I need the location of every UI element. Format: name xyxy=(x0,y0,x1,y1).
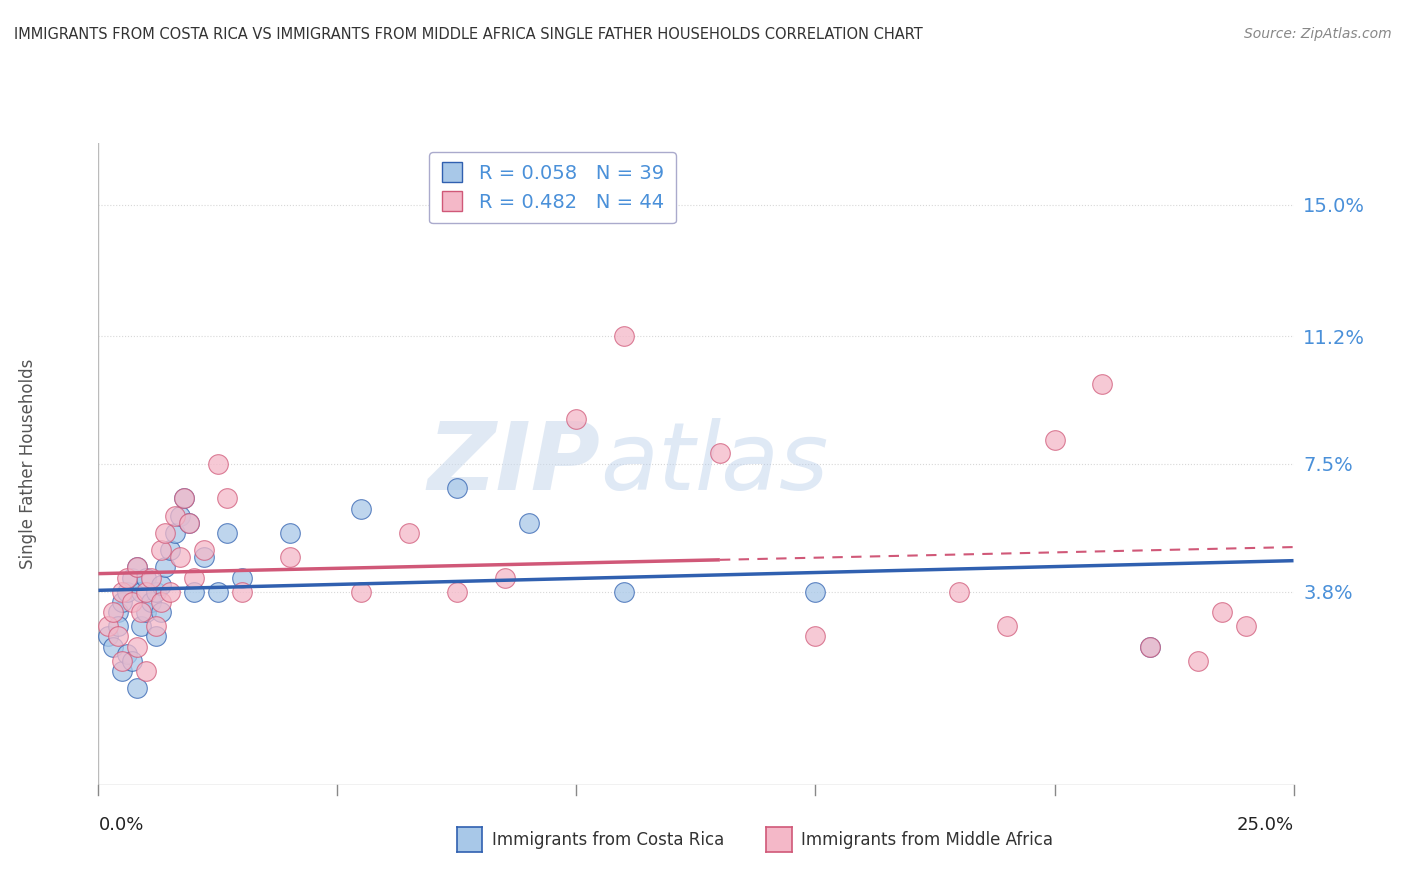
Point xyxy=(111,664,134,678)
Point xyxy=(193,543,215,558)
Point xyxy=(111,584,134,599)
Point xyxy=(101,640,124,654)
Point xyxy=(207,457,229,471)
Point xyxy=(111,654,134,668)
Text: atlas: atlas xyxy=(600,418,828,509)
Point xyxy=(159,543,181,558)
Point xyxy=(804,630,827,644)
Point xyxy=(517,516,540,530)
Text: 25.0%: 25.0% xyxy=(1236,816,1294,834)
Point xyxy=(107,605,129,619)
Point xyxy=(1211,605,1233,619)
Point xyxy=(145,584,167,599)
Point xyxy=(1091,377,1114,392)
Point xyxy=(173,491,195,506)
Point xyxy=(115,647,138,661)
Point xyxy=(125,560,148,574)
Point xyxy=(155,560,177,574)
Point xyxy=(804,584,827,599)
Point xyxy=(139,595,162,609)
Point xyxy=(1234,619,1257,633)
Point xyxy=(145,630,167,644)
Point xyxy=(217,491,239,506)
Text: IMMIGRANTS FROM COSTA RICA VS IMMIGRANTS FROM MIDDLE AFRICA SINGLE FATHER HOUSEH: IMMIGRANTS FROM COSTA RICA VS IMMIGRANTS… xyxy=(14,27,922,42)
Point xyxy=(131,619,153,633)
Point xyxy=(350,501,373,516)
Point xyxy=(145,619,167,633)
Point xyxy=(159,584,181,599)
Point xyxy=(121,654,143,668)
Point xyxy=(231,584,253,599)
Point xyxy=(163,508,186,523)
Point xyxy=(613,329,636,343)
Point xyxy=(398,525,420,540)
Point xyxy=(565,412,588,426)
Point xyxy=(97,619,120,633)
Point xyxy=(111,595,134,609)
Point xyxy=(193,550,215,565)
Point xyxy=(179,516,201,530)
Point xyxy=(97,630,120,644)
Point xyxy=(1139,640,1161,654)
Point xyxy=(155,525,177,540)
Point xyxy=(121,571,143,585)
Point xyxy=(163,525,186,540)
Point xyxy=(125,560,148,574)
Point xyxy=(149,543,172,558)
Point xyxy=(948,584,970,599)
Point xyxy=(149,605,172,619)
Text: ZIP: ZIP xyxy=(427,417,600,510)
Point xyxy=(135,605,157,619)
Point xyxy=(149,577,172,591)
Point xyxy=(107,630,129,644)
Point xyxy=(173,491,195,506)
Text: Single Father Households: Single Father Households xyxy=(20,359,37,569)
Point xyxy=(125,681,148,696)
Point xyxy=(121,595,143,609)
Point xyxy=(709,446,731,460)
Legend: R = 0.058   N = 39, R = 0.482   N = 44: R = 0.058 N = 39, R = 0.482 N = 44 xyxy=(429,153,676,224)
Point xyxy=(446,481,468,495)
Point xyxy=(231,571,253,585)
Point xyxy=(107,619,129,633)
Point xyxy=(179,516,201,530)
Point xyxy=(131,605,153,619)
Point xyxy=(139,571,162,585)
Point xyxy=(207,584,229,599)
Text: Immigrants from Costa Rica: Immigrants from Costa Rica xyxy=(492,831,724,849)
Point xyxy=(494,571,516,585)
Point xyxy=(217,525,239,540)
Point xyxy=(278,550,301,565)
Point xyxy=(101,605,124,619)
Point xyxy=(183,584,205,599)
Point xyxy=(135,664,157,678)
Text: 0.0%: 0.0% xyxy=(98,816,143,834)
Text: Source: ZipAtlas.com: Source: ZipAtlas.com xyxy=(1244,27,1392,41)
Point xyxy=(169,508,191,523)
Point xyxy=(169,550,191,565)
Point xyxy=(1187,654,1209,668)
Point xyxy=(135,584,157,599)
Point xyxy=(446,584,468,599)
Point xyxy=(131,584,153,599)
Point xyxy=(135,571,157,585)
Point xyxy=(613,584,636,599)
Point xyxy=(115,571,138,585)
Point xyxy=(995,619,1018,633)
Point xyxy=(115,584,138,599)
Point xyxy=(183,571,205,585)
Point xyxy=(278,525,301,540)
Point xyxy=(149,595,172,609)
Point xyxy=(1043,433,1066,447)
Point xyxy=(1139,640,1161,654)
Point xyxy=(350,584,373,599)
Text: Immigrants from Middle Africa: Immigrants from Middle Africa xyxy=(801,831,1053,849)
Point xyxy=(125,640,148,654)
